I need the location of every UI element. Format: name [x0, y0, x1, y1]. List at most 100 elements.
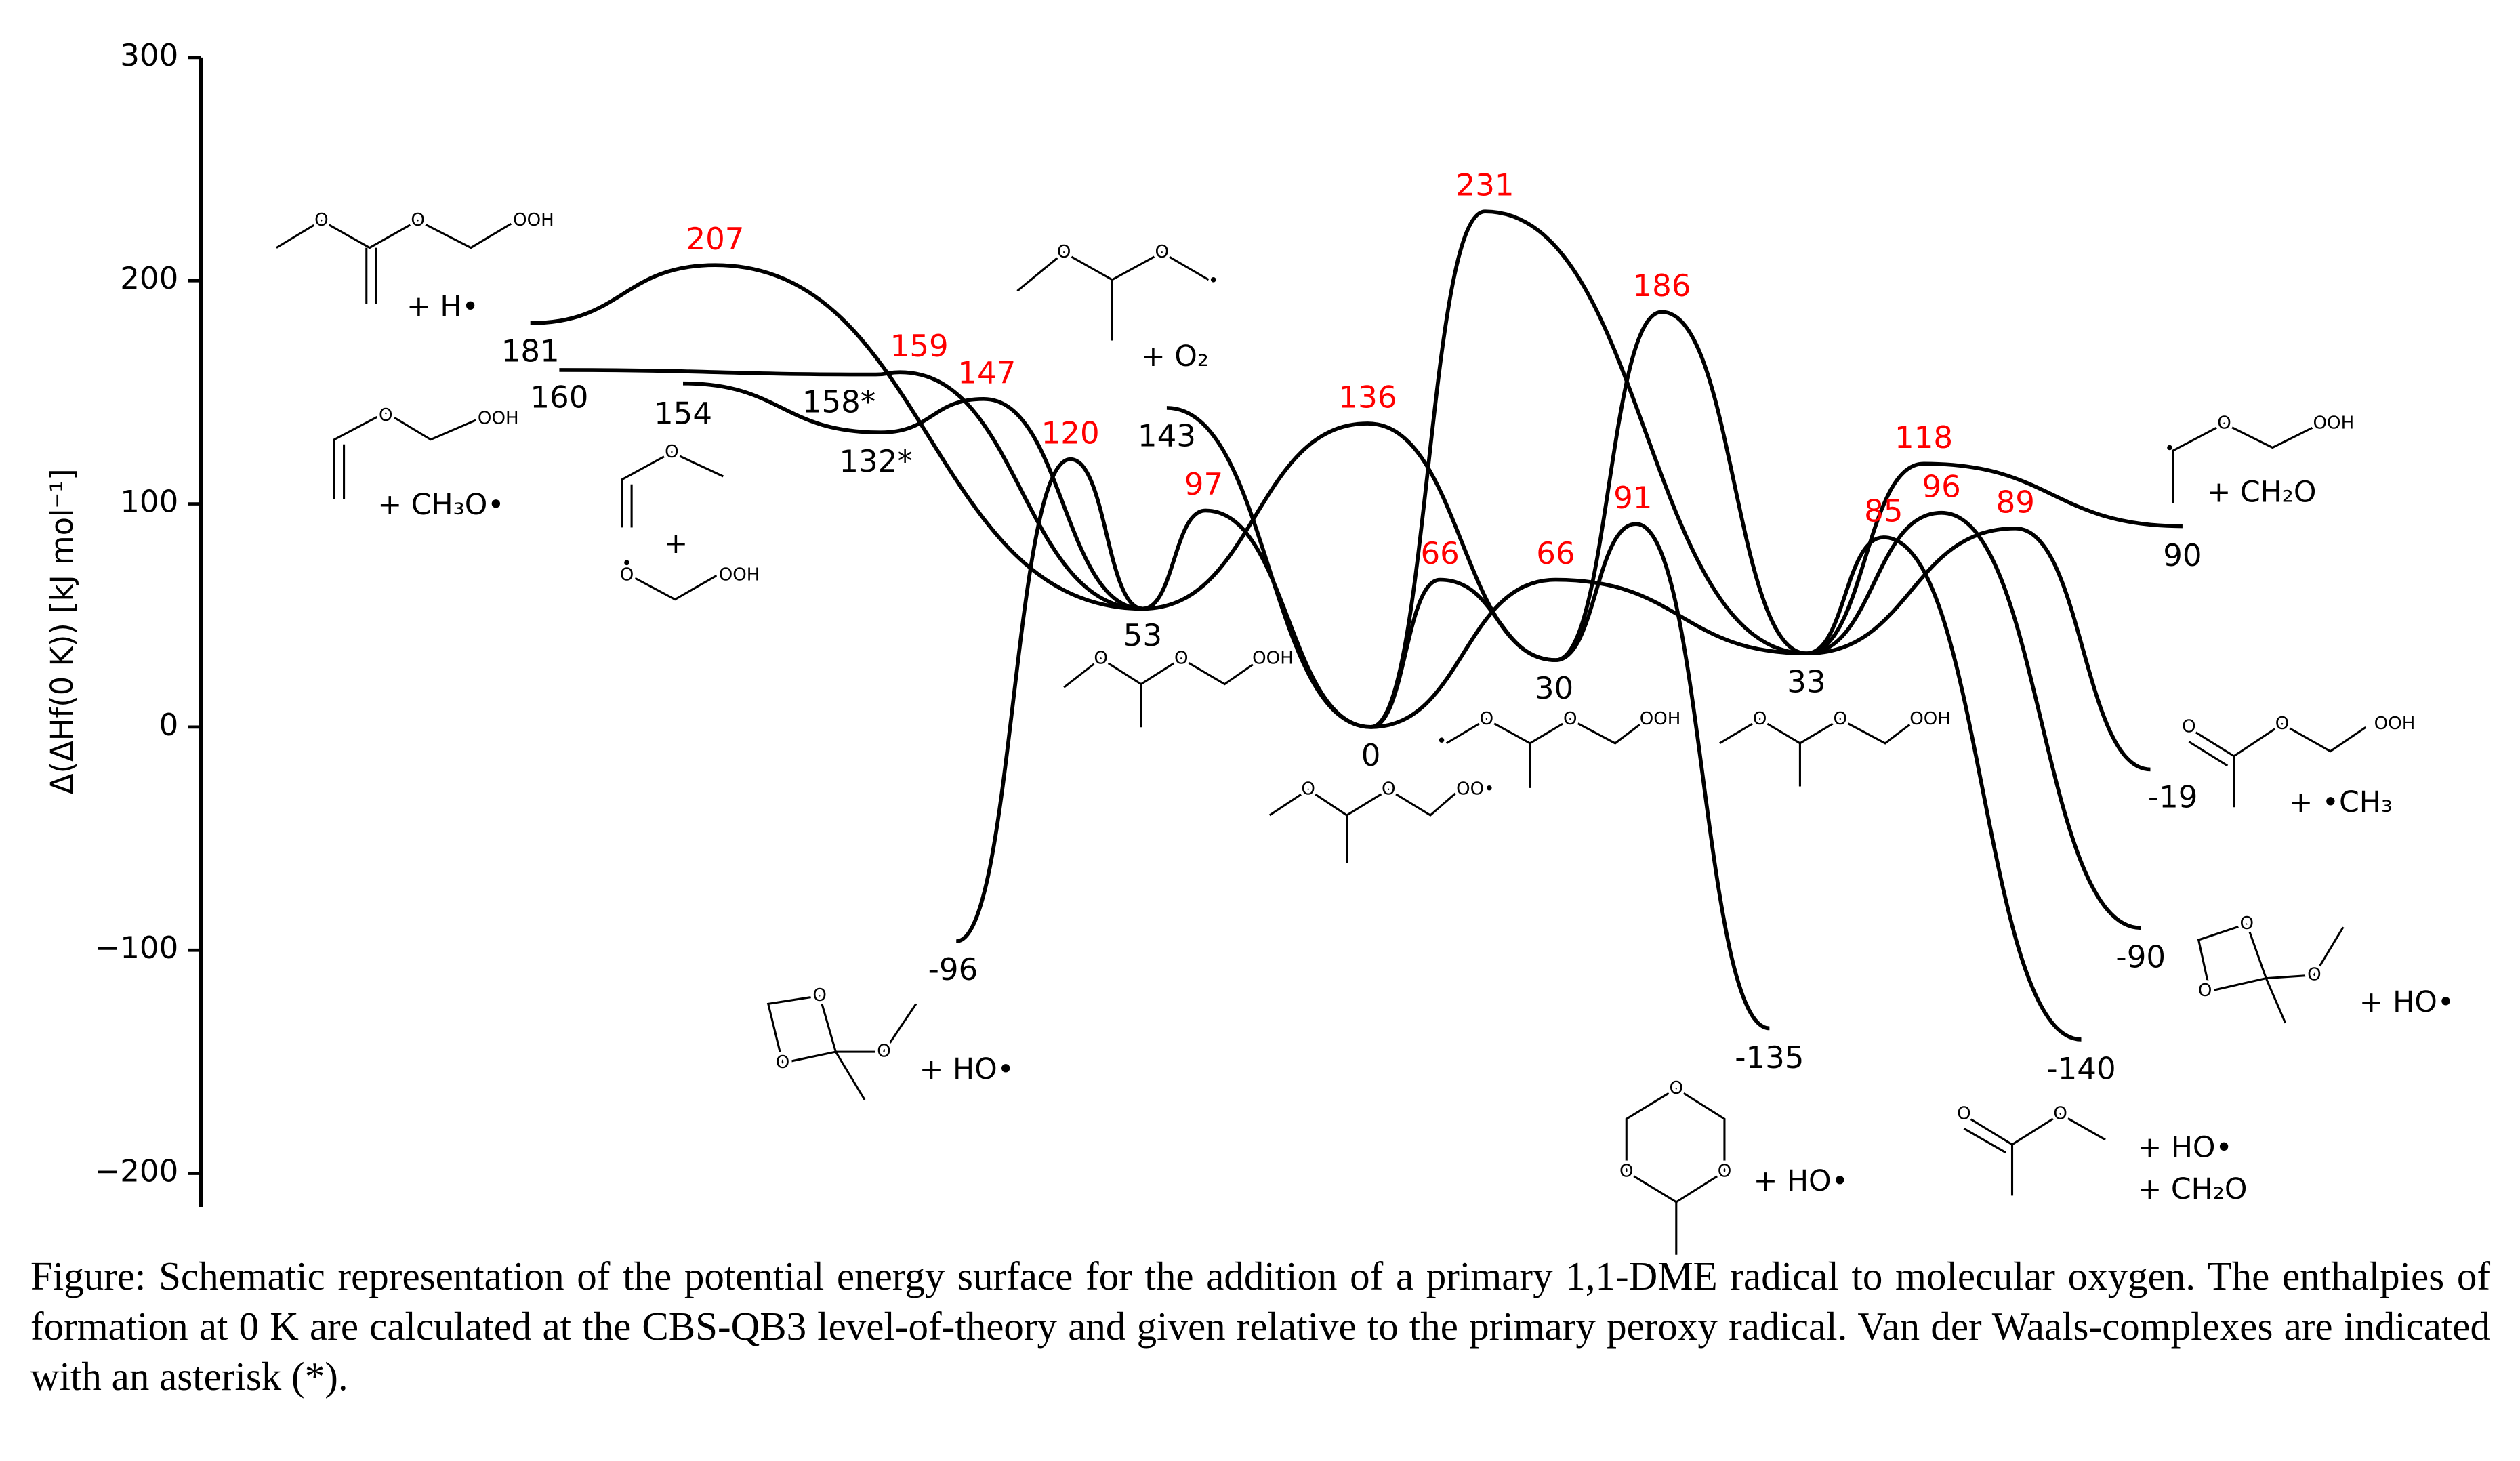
atom-label: O: [1833, 709, 1847, 729]
ts-energy-label: 118: [1895, 419, 1953, 455]
species-annotation: + HO•: [2138, 1131, 2233, 1165]
atom-label: O: [1301, 779, 1315, 800]
energy-label: 158*: [802, 384, 876, 420]
energy-label: 30: [1535, 670, 1573, 706]
bond: [1970, 1117, 2013, 1146]
bond: [1268, 788, 1457, 817]
species-annotation: +: [664, 527, 688, 560]
y-tick-label: 200: [120, 260, 178, 296]
energy-label: 181: [501, 333, 560, 369]
atom-label: OOH: [1252, 648, 1294, 668]
bond: [2172, 422, 2315, 504]
atom-label: O: [1753, 709, 1767, 729]
species-annotation: + HO•: [2359, 985, 2454, 1019]
y-tick-label: 300: [120, 37, 178, 73]
species-annotation: + HO•: [1754, 1164, 1848, 1198]
atom-label: O: [1619, 1161, 1634, 1182]
reaction-path: [1806, 461, 2183, 656]
reaction-path: [1142, 421, 1556, 662]
ts-energy-label: 186: [1632, 268, 1691, 304]
y-tick-label: −100: [94, 930, 178, 966]
reaction-path: [1371, 577, 1806, 729]
energy-label: 53: [1123, 617, 1162, 653]
atom-label: OO•: [1456, 779, 1494, 800]
energy-label: -96: [928, 951, 978, 987]
ts-energy-label: 91: [1613, 480, 1652, 516]
ts-energy-label: 66: [1420, 535, 1459, 571]
energy-label: -135: [1735, 1040, 1804, 1075]
reaction-path: [1370, 209, 1806, 729]
bond: [621, 451, 724, 528]
energy-label: 154: [654, 395, 712, 431]
atom-label: O: [1155, 242, 1170, 262]
y-axis-label: Δ(ΔHf(0 K)) [kJ mol⁻¹]: [44, 468, 80, 794]
radical-dot: [2167, 445, 2172, 451]
atom-label: O: [1563, 709, 1577, 729]
species-annotation: + HO•: [920, 1052, 1014, 1086]
bond: [835, 1051, 866, 1100]
bond: [629, 574, 718, 601]
bond: [276, 219, 512, 249]
atom-label: O: [1957, 1104, 1971, 1124]
ts-energy-label: 136: [1338, 379, 1397, 415]
ts-energy-label: 231: [1456, 167, 1514, 203]
energy-label: 0: [1361, 737, 1381, 773]
ts-energy-label: 120: [1041, 415, 1100, 451]
energy-label: -140: [2046, 1051, 2115, 1087]
atom-label: O: [1094, 648, 1108, 668]
energy-label: 90: [2163, 537, 2202, 573]
atom-label: OOH: [513, 210, 554, 230]
bond: [2266, 926, 2345, 980]
bond: [2188, 741, 2229, 767]
ts-energy-label: 89: [1996, 484, 2035, 520]
reaction-path: [1555, 522, 1770, 1031]
atom-label: OOH: [2313, 413, 2355, 434]
radical-dot: [1439, 737, 1445, 743]
atom-label: O: [379, 405, 393, 426]
energy-label: 33: [1787, 664, 1825, 700]
energy-label: -19: [2148, 779, 2198, 815]
y-tick-label: 0: [159, 707, 179, 743]
species-annotation: + CH₂O: [2138, 1172, 2248, 1206]
ts-energy-label: 66: [1536, 535, 1575, 571]
atom-label: O: [877, 1042, 891, 1062]
bond: [2197, 922, 2268, 993]
species-annotation: + CH₂O: [2206, 475, 2316, 509]
ts-energy-label: 159: [890, 328, 949, 364]
atom-label: O: [1382, 779, 1396, 800]
species-annotation: + •CH₃: [2288, 785, 2393, 819]
bond: [1063, 657, 1258, 688]
bond: [1625, 1088, 1726, 1203]
energy-label: 143: [1138, 417, 1196, 453]
reaction-path: [1166, 406, 1371, 729]
atom-label: O: [2275, 714, 2290, 734]
reaction-path: [955, 457, 1143, 943]
bond: [1445, 718, 1643, 745]
atom-label: O: [2307, 964, 2321, 985]
reaction-path: [1142, 508, 1371, 729]
bond: [2265, 978, 2287, 1024]
y-tick-label: −200: [94, 1153, 178, 1189]
atom-label: O: [1718, 1161, 1732, 1182]
atom-label: O: [620, 565, 634, 585]
ts-energy-label: 207: [686, 221, 744, 257]
bond: [2011, 1113, 2106, 1146]
radical-dot: [624, 560, 629, 566]
atom-label: O: [2217, 413, 2231, 434]
atom-label: OOH: [1640, 709, 1681, 729]
atom-label: O: [776, 1052, 790, 1073]
atom-label: OOH: [719, 565, 760, 585]
bond: [2195, 731, 2235, 758]
bond: [835, 1003, 917, 1053]
atom-label: O: [1480, 709, 1494, 729]
ts-energy-label: 147: [957, 354, 1016, 390]
atom-label: O: [411, 210, 425, 230]
reaction-path: [1806, 510, 2141, 930]
species-annotation: + O₂: [1141, 339, 1209, 373]
caption: Figure: Schematic representation of the …: [30, 1254, 2490, 1399]
reaction-path: [683, 381, 1143, 611]
reaction-path: [1806, 526, 2151, 772]
atom-label: O: [1174, 648, 1189, 668]
